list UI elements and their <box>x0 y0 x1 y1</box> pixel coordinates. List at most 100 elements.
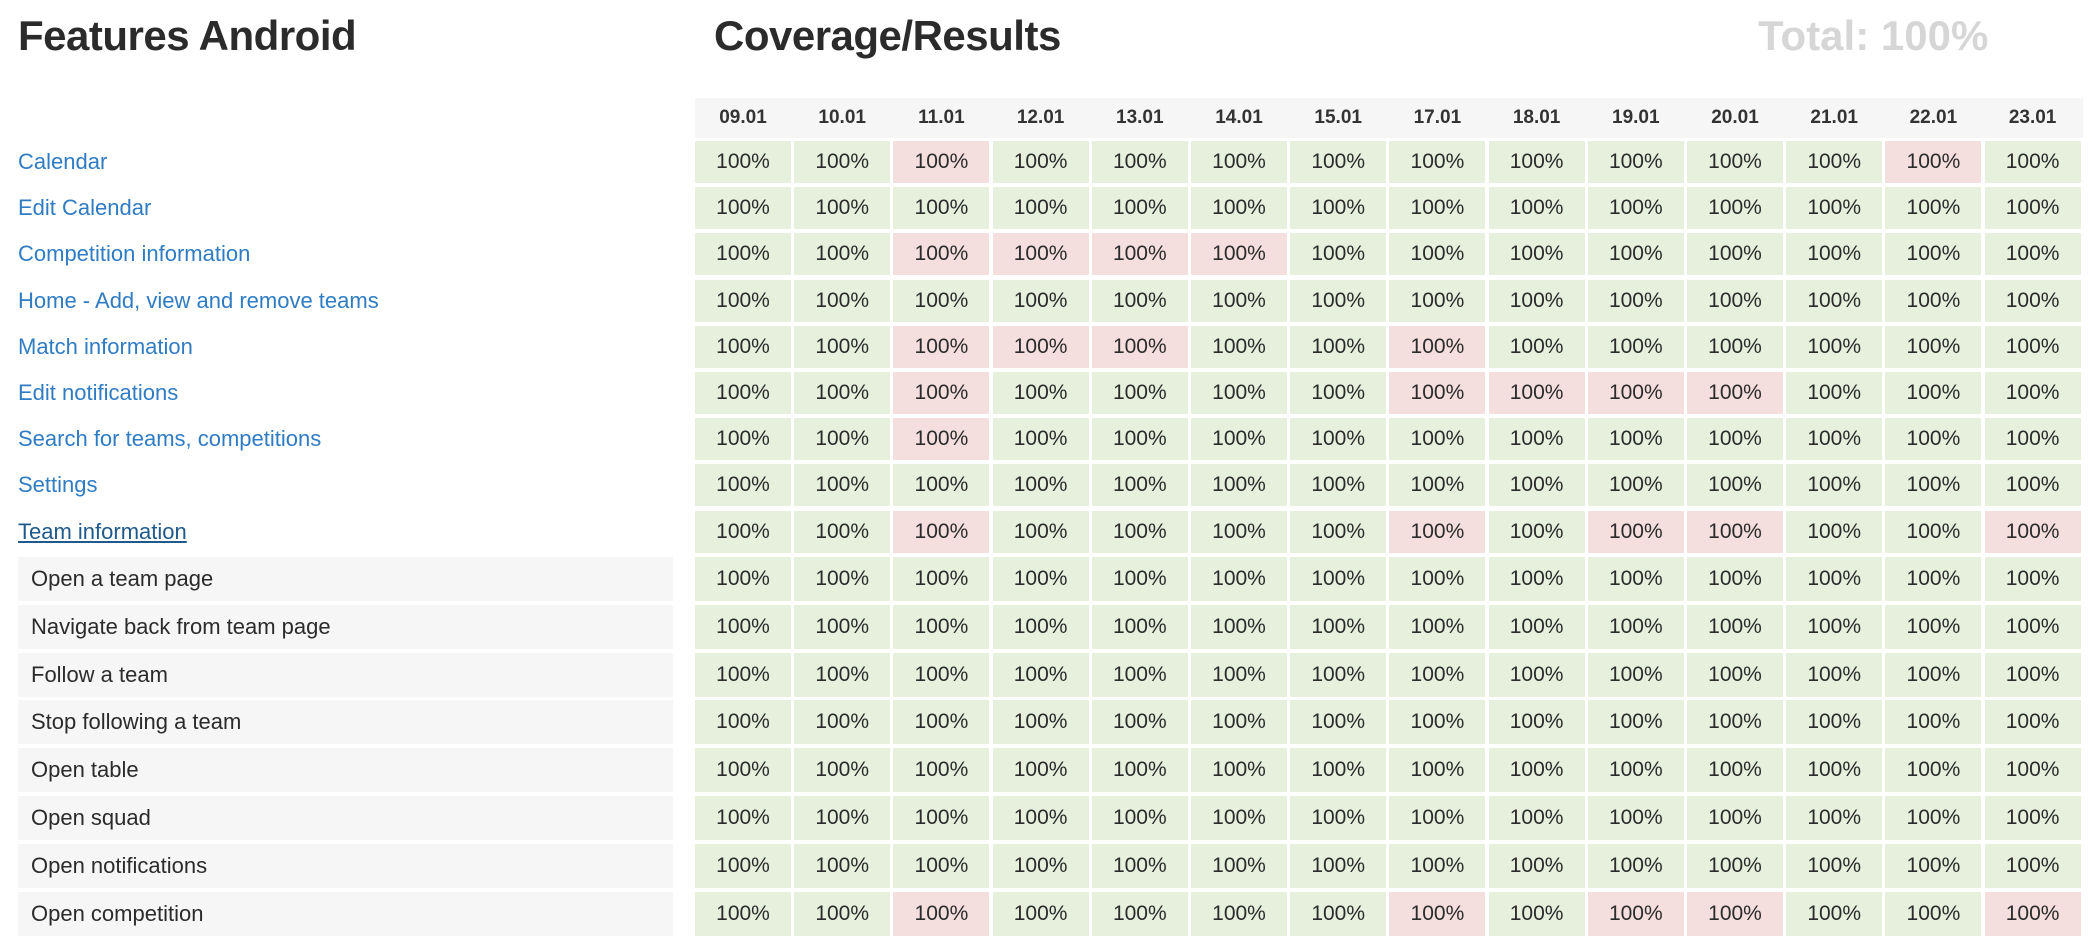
sub-feature-label: Open table <box>18 748 673 793</box>
coverage-cell: 100% <box>1191 510 1287 553</box>
coverage-cell: 100% <box>1587 325 1684 368</box>
coverage-cell: 100% <box>1587 418 1684 461</box>
coverage-cell: 100% <box>1191 372 1287 414</box>
coverage-cell: 100% <box>1191 187 1287 230</box>
coverage-cell: 100% <box>893 187 990 230</box>
coverage-cell: 100% <box>1786 604 1883 649</box>
coverage-cell: 100% <box>1984 279 2081 322</box>
coverage-cell: 100% <box>1290 604 1387 649</box>
coverage-cell: 100% <box>1091 141 1188 183</box>
coverage-cell: 100% <box>695 700 791 745</box>
coverage-cell: 100% <box>1290 843 1387 888</box>
coverage-cell: 100% <box>1687 700 1783 745</box>
coverage-cell: 100% <box>893 325 990 368</box>
sub-feature-label: Follow a team <box>18 652 673 697</box>
coverage-cell: 100% <box>1389 652 1486 697</box>
feature-link[interactable]: Edit notifications <box>18 380 179 405</box>
coverage-cell: 100% <box>1687 233 1783 276</box>
coverage-cell: 100% <box>1786 748 1883 793</box>
sub-feature-label: Open competition <box>18 891 673 936</box>
coverage-cell: 100% <box>1191 604 1287 649</box>
coverage-cell: 100% <box>1389 510 1486 553</box>
coverage-cell: 100% <box>1984 372 2081 414</box>
coverage-cell: 100% <box>1488 557 1585 601</box>
coverage-cell: 100% <box>1885 187 1982 230</box>
coverage-cell: 100% <box>893 418 990 461</box>
coverage-cell: 100% <box>1091 233 1188 276</box>
coverage-cell: 100% <box>1885 510 1982 553</box>
coverage-cell: 100% <box>695 141 791 183</box>
coverage-cell: 100% <box>1091 891 1188 936</box>
coverage-cell: 100% <box>893 891 990 936</box>
coverage-cell: 100% <box>893 557 990 601</box>
date-header: 15.01 <box>1314 107 1362 128</box>
coverage-cell: 100% <box>695 233 791 276</box>
feature-link[interactable]: Home - Add, view and remove teams <box>18 287 379 313</box>
coverage-cell: 100% <box>794 891 891 936</box>
coverage-cell: 100% <box>794 372 891 414</box>
date-header: 23.01 <box>2008 107 2057 128</box>
coverage-cell: 100% <box>1687 652 1783 697</box>
coverage-cell: 100% <box>1587 372 1684 414</box>
coverage-cell: 100% <box>1687 372 1783 414</box>
coverage-cell: 100% <box>1191 233 1287 276</box>
coverage-cell: 100% <box>893 510 990 553</box>
feature-link[interactable]: Calendar <box>18 149 108 174</box>
coverage-cell: 100% <box>1191 796 1287 840</box>
coverage-cell: 100% <box>1984 843 2081 888</box>
coverage-cell: 100% <box>1091 748 1188 793</box>
feature-link[interactable]: Search for teams, competitions <box>18 426 322 452</box>
sub-feature-label: Open a team page <box>18 557 673 601</box>
coverage-cell: 100% <box>893 796 990 840</box>
coverage-cell: 100% <box>1687 748 1783 793</box>
coverage-cell: 100% <box>794 464 891 507</box>
coverage-cell: 100% <box>695 796 791 840</box>
coverage-cell: 100% <box>992 700 1089 745</box>
coverage-cell: 100% <box>1290 325 1387 368</box>
feature-link[interactable]: Edit Calendar <box>18 195 152 221</box>
coverage-cell: 100% <box>893 843 990 888</box>
feature-link[interactable]: Match information <box>18 333 193 359</box>
coverage-cell: 100% <box>1587 796 1684 840</box>
coverage-cell: 100% <box>1984 796 2081 840</box>
coverage-cell: 100% <box>1786 652 1883 697</box>
date-header: 12.01 <box>1016 107 1065 128</box>
coverage-cell: 100% <box>1885 700 1982 745</box>
feature-link[interactable]: Competition information <box>18 241 251 267</box>
coverage-cell: 100% <box>1191 141 1287 183</box>
coverage-cell: 100% <box>1587 510 1684 553</box>
coverage-cell: 100% <box>1488 700 1585 745</box>
coverage-cell: 100% <box>893 279 990 322</box>
coverage-cell: 100% <box>1885 604 1982 649</box>
coverage-cell: 100% <box>1984 325 2081 368</box>
coverage-cell: 100% <box>1587 141 1684 183</box>
date-header: 19.01 <box>1612 107 1660 128</box>
coverage-cell: 100% <box>1290 418 1387 461</box>
coverage-cell: 100% <box>1687 796 1783 840</box>
feature-link[interactable]: Team information <box>18 518 187 544</box>
coverage-cell: 100% <box>1389 557 1486 601</box>
coverage-cell: 100% <box>1984 748 2081 793</box>
coverage-cell: 100% <box>1885 279 1982 322</box>
coverage-cell: 100% <box>1687 325 1783 368</box>
coverage-cell: 100% <box>1488 796 1585 840</box>
coverage-cell: 100% <box>1389 233 1486 276</box>
coverage-cell: 100% <box>1191 557 1287 601</box>
coverage-cell: 100% <box>992 141 1089 183</box>
coverage-cell: 100% <box>1488 604 1585 649</box>
coverage-cell: 100% <box>1488 891 1585 936</box>
coverage-cell: 100% <box>794 141 891 183</box>
coverage-cell: 100% <box>1191 652 1287 697</box>
coverage-cell: 100% <box>1191 700 1287 745</box>
coverage-cell: 100% <box>992 510 1089 553</box>
coverage-cell: 100% <box>1290 557 1387 601</box>
coverage-cell: 100% <box>1091 843 1188 888</box>
coverage-cell: 100% <box>1191 843 1287 888</box>
coverage-cell: 100% <box>1984 141 2081 183</box>
coverage-cell: 100% <box>794 418 891 461</box>
coverage-cell: 100% <box>893 464 990 507</box>
date-header: 21.01 <box>1810 107 1858 128</box>
feature-link[interactable]: Settings <box>18 472 98 498</box>
coverage-cell: 100% <box>1091 557 1188 601</box>
coverage-cell: 100% <box>1885 464 1982 507</box>
